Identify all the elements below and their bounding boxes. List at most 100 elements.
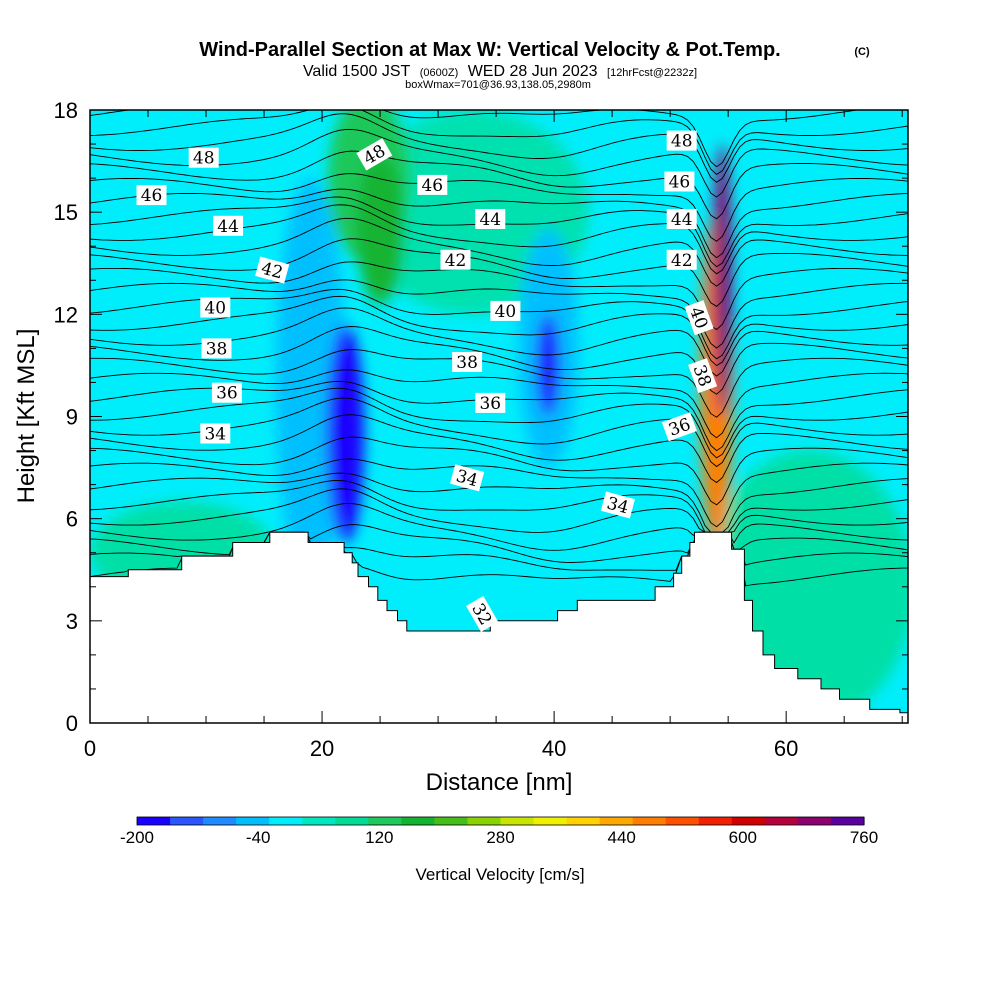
theta-contour-line	[90, 414, 908, 484]
contour-label-text: 46	[421, 176, 443, 196]
contour-label-text: 44	[217, 217, 239, 237]
theta-contour-line	[90, 173, 908, 242]
theta-contour-line	[90, 480, 908, 533]
contour-label-bg	[356, 138, 393, 171]
theta-contour-line	[90, 458, 908, 528]
contour-label-bg	[213, 215, 244, 236]
colorbar-swatch	[830, 817, 865, 825]
contour-label-text: 36	[216, 384, 238, 404]
contour-label: 34	[200, 423, 231, 445]
contour-label: 44	[475, 209, 506, 230]
contour-label: 36	[211, 382, 242, 404]
x-tick-label: 40	[542, 736, 566, 761]
contour-label-bg	[666, 130, 697, 151]
colorbar-swatch	[599, 817, 634, 825]
contour-label-text: 46	[669, 173, 691, 193]
contour-label-text: 48	[671, 132, 693, 152]
colorbar-label: -40	[246, 828, 271, 847]
contour-label-bg	[661, 412, 697, 442]
contour-label: 42	[440, 249, 471, 271]
contour-label-text: 40	[495, 302, 517, 322]
contour-label-text: 40	[204, 299, 226, 319]
contour-label: 42	[666, 249, 697, 271]
y-tick-label: 18	[54, 98, 78, 123]
y-tick-label: 12	[54, 302, 78, 327]
chart-subtitle: Valid 1500 JST (0600Z) WED 28 Jun 2023 […	[303, 63, 697, 80]
contour-label-bg	[466, 596, 499, 632]
theta-contour-line	[90, 295, 908, 367]
theta-contour-line	[90, 188, 908, 259]
theta-contour-line	[90, 110, 908, 175]
contour-label: 40	[490, 300, 521, 322]
contour-label: 38	[201, 338, 232, 359]
colorbar-swatch	[302, 817, 336, 825]
colorbar-swatch	[500, 817, 535, 825]
terrain	[90, 531, 908, 723]
contour-label-bg	[200, 297, 231, 318]
contour-label-text: 36	[479, 394, 501, 414]
contour-label-text: 38	[206, 339, 228, 359]
velocity-cell	[713, 144, 732, 417]
colorbar-swatch	[203, 817, 237, 825]
colorbar-swatch	[236, 817, 270, 825]
contour-label-text: 46	[141, 186, 163, 206]
contour-label-bg	[188, 147, 219, 168]
contour-label-bg	[666, 209, 697, 229]
theta-contour-line	[90, 488, 908, 533]
contour-label-bg	[200, 423, 231, 444]
contour-label-bg	[450, 464, 485, 492]
chart-subtitle-box: boxWmax=701@36.93,138.05,2980m	[405, 79, 591, 91]
colorbar-label: 120	[365, 828, 393, 847]
x-axis: 0 20 40 60	[84, 110, 903, 761]
contour-label: 38	[452, 352, 483, 373]
contour-label-bg	[201, 338, 232, 359]
colorbar-swatch	[467, 817, 502, 825]
contour-label: 44	[666, 209, 697, 230]
contour-label-bg	[136, 185, 167, 206]
velocity-field	[90, 110, 908, 723]
colorbar-swatch	[170, 817, 204, 825]
colorbar: -200 -40 120 280 440 600 760	[120, 816, 878, 847]
colorbar-swatch	[533, 817, 568, 825]
colorbar-swatch	[698, 817, 733, 825]
x-tick-label: 0	[84, 736, 96, 761]
colorbar-swatch	[335, 817, 369, 825]
title-mark: (C)	[854, 46, 870, 58]
y-tick-label: 15	[54, 200, 78, 225]
theta-contour-line	[90, 369, 908, 439]
contour-label-text: 48	[193, 149, 215, 169]
colorbar-swatch	[401, 817, 436, 825]
colorbar-swatch	[797, 817, 832, 825]
contour-label: 44	[213, 215, 244, 237]
colorbar-swatch	[632, 817, 667, 825]
contour-label: 46	[136, 185, 167, 206]
contour-label-bg	[666, 249, 697, 270]
x-axis-label: Distance [nm]	[426, 769, 573, 796]
theta-contours	[90, 110, 908, 587]
theta-contour-line	[90, 524, 908, 563]
colorbar-label: 600	[729, 828, 757, 847]
theta-contour-line	[90, 349, 908, 418]
contour-label-bg	[475, 392, 506, 413]
contour-label-bg	[688, 358, 718, 394]
contour-label: 40	[200, 297, 231, 319]
colorbar-frame	[136, 816, 865, 826]
theta-contour-line	[90, 503, 908, 551]
contour-label-bg	[452, 352, 483, 372]
velocity-cell	[536, 314, 560, 417]
subtitle-date: WED 28 Jun 2023	[468, 63, 598, 80]
contour-label: 46	[417, 174, 448, 196]
theta-contour-line	[90, 279, 908, 349]
y-tick-label: 3	[66, 609, 78, 634]
chart-title: Wind-Parallel Section at Max W: Vertical…	[199, 39, 780, 61]
x-tick-label: 60	[774, 736, 798, 761]
theta-contour-line	[90, 238, 908, 307]
subtitle-valid: Valid 1500 JST	[303, 63, 411, 80]
theta-contour-line	[90, 217, 908, 287]
contour-label: 36	[475, 392, 506, 414]
theta-contour-line	[90, 128, 908, 198]
theta-contour-line	[90, 436, 908, 506]
